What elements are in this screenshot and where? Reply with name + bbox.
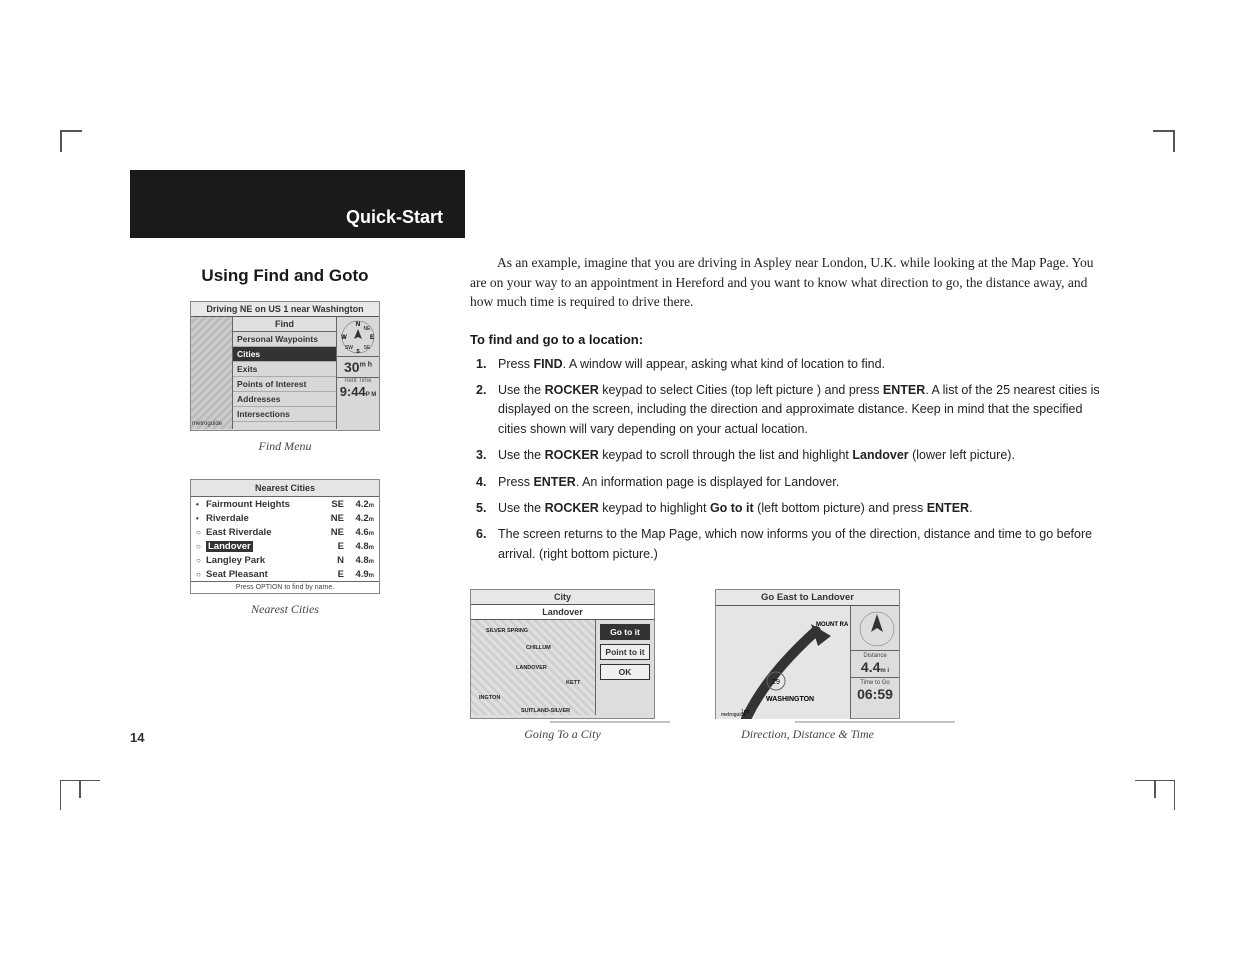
ds-dist-value: 4.4m i (853, 659, 897, 675)
nc-row: ○Langley ParkN4.8m (191, 553, 379, 567)
nc-row: ○LandoverE4.8m (191, 539, 379, 553)
fm-map-strip (191, 317, 233, 429)
map-label: LANDOVER (516, 665, 547, 671)
city-screenshot: City Landover SILVER SPRING CHILLUM LANDOV… (470, 589, 655, 719)
fm-item: Points of Interest (233, 377, 336, 392)
fm-list: Find Personal WaypointsCitiesExitsPoints… (233, 317, 337, 429)
ds-title: Go East to Landover (716, 590, 899, 606)
nc-row: •Fairmount HeightsSE4.2m (191, 497, 379, 511)
svg-text:1mi: 1mi (741, 709, 749, 715)
svg-text:N: N (356, 322, 360, 328)
cs-map: SILVER SPRING CHILLUM LANDOVER KETT INGTON SU… (471, 620, 596, 715)
step-item: Use the ROCKER keypad to scroll through … (470, 446, 1110, 465)
map-label: KETT (566, 680, 580, 686)
steps-list: Press FIND. A window will appear, asking… (470, 355, 1110, 564)
map-label: INGTON (479, 695, 500, 701)
page-number: 14 (130, 730, 144, 745)
svg-text:SW: SW (345, 345, 353, 351)
find-menu-screenshot: Driving NE on US 1 near Washington Find … (190, 301, 380, 431)
fm-driving-title: Driving NE on US 1 near Washington (191, 302, 379, 317)
map-label: SILVER SPRING (486, 628, 528, 634)
nearest-caption: Nearest Cities (130, 602, 440, 617)
map-label: SUITLAND-SILVER (521, 708, 570, 714)
step-item: Press FIND. A window will appear, asking… (470, 355, 1110, 374)
fm-speed: 30m h (337, 357, 379, 378)
left-column: Using Find and Goto Driving NE on US 1 n… (130, 248, 440, 767)
cs-button: Point to it (600, 644, 650, 660)
manual-page: Quick-Start Using Find and Goto Driving … (130, 170, 1110, 767)
ds-map: 29 MOUNT RA WASHINGTON metroguide 1mi (716, 606, 851, 719)
fm-list-title: Find (233, 317, 336, 332)
compass-icon (853, 608, 901, 650)
svg-text:WASHINGTON: WASHINGTON (766, 696, 814, 703)
nc-footer: Press OPTION to find by name. (191, 581, 379, 593)
step-item: The screen returns to the Map Page, whic… (470, 525, 1110, 564)
svg-text:E: E (370, 335, 374, 341)
steps-heading: To find and go to a location: (470, 332, 1110, 347)
cs-buttons: Go to it Point to it OK (596, 620, 654, 715)
svg-text:29: 29 (772, 679, 780, 686)
fm-item: Cities (233, 347, 336, 362)
ds-side: Distance 4.4m i Time to Go 06:59 (851, 606, 899, 719)
svg-text:S: S (356, 349, 360, 355)
fm-item: Addresses (233, 392, 336, 407)
fm-item: Intersections (233, 407, 336, 422)
intro-paragraph: As an example, imagine that you are driv… (470, 253, 1110, 312)
fm-item: Exits (233, 362, 336, 377)
compass-icon: N NE E SE SW W S (337, 317, 379, 357)
right-column: As an example, imagine that you are driv… (470, 248, 1110, 767)
step-item: Press ENTER. An information page is disp… (470, 473, 1110, 492)
step-item: Use the ROCKER keypad to select Cities (… (470, 381, 1110, 439)
cs-button: Go to it (600, 624, 650, 640)
svg-text:MOUNT RA: MOUNT RA (816, 622, 849, 628)
ds-time-value: 06:59 (853, 686, 897, 702)
find-menu-caption: Find Menu (130, 439, 440, 454)
nc-row: ○East RiverdaleNE4.6m (191, 525, 379, 539)
fm-side-panel: N NE E SE SW W S 30m h (337, 317, 379, 429)
svg-text:SE: SE (364, 345, 371, 351)
nc-row: •RiverdaleNE4.2m (191, 511, 379, 525)
direction-screenshot: Go East to Landover 29 MOUNT RA WASHINGT… (715, 589, 900, 719)
step-item: Use the ROCKER keypad to highlight Go to… (470, 499, 1110, 518)
fm-item: Personal Waypoints (233, 332, 336, 347)
fm-time: 9:44P M (337, 384, 379, 399)
cs-subtitle: Landover (471, 605, 654, 620)
svg-text:W: W (341, 335, 347, 341)
map-label: CHILLUM (526, 645, 551, 651)
section-title: Using Find and Goto (130, 266, 440, 286)
nc-row: ○Seat PleasantE4.9m (191, 567, 379, 581)
svg-text:NE: NE (364, 326, 372, 332)
cs-title: City (471, 590, 654, 605)
nearest-cities-screenshot: Nearest Cities •Fairmount HeightsSE4.2m•… (190, 479, 380, 594)
nc-title: Nearest Cities (191, 480, 379, 497)
cs-button: OK (600, 664, 650, 680)
chapter-header: Quick-Start (130, 170, 465, 238)
